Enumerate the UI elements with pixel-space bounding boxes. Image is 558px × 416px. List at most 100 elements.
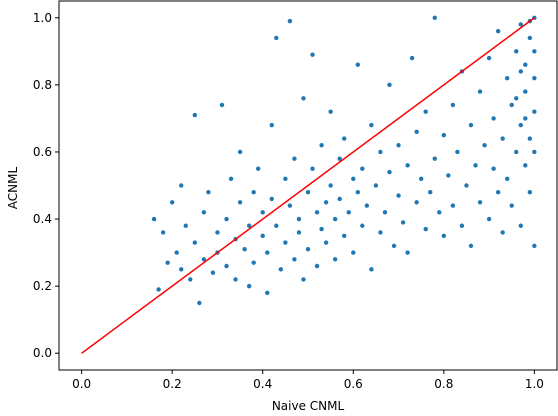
point bbox=[477, 200, 483, 205]
point bbox=[405, 163, 410, 168]
point bbox=[274, 35, 279, 41]
point bbox=[224, 263, 229, 269]
point bbox=[378, 149, 383, 155]
point bbox=[224, 216, 229, 222]
point bbox=[156, 287, 161, 292]
point bbox=[468, 122, 474, 128]
point bbox=[179, 267, 184, 272]
point bbox=[500, 230, 505, 235]
point bbox=[523, 116, 528, 121]
point bbox=[160, 230, 166, 235]
point bbox=[532, 109, 537, 114]
point bbox=[532, 49, 537, 54]
point bbox=[477, 89, 483, 94]
point bbox=[296, 216, 302, 222]
point bbox=[228, 176, 234, 181]
point bbox=[428, 190, 433, 195]
point bbox=[197, 300, 202, 306]
point bbox=[269, 196, 274, 202]
point bbox=[260, 233, 265, 239]
point bbox=[387, 82, 392, 88]
point bbox=[473, 163, 478, 168]
point bbox=[518, 122, 523, 128]
point bbox=[532, 149, 537, 155]
point bbox=[523, 89, 528, 94]
point bbox=[369, 122, 374, 128]
point bbox=[518, 22, 523, 27]
point bbox=[351, 176, 356, 181]
point bbox=[509, 203, 514, 208]
point bbox=[328, 109, 333, 114]
y-tick-label: 0.4 bbox=[33, 212, 52, 226]
point bbox=[405, 250, 410, 255]
point bbox=[505, 176, 510, 181]
point bbox=[369, 267, 374, 272]
point bbox=[441, 132, 447, 138]
point bbox=[210, 270, 216, 275]
x-tick-label: 0.6 bbox=[344, 377, 363, 391]
point bbox=[287, 203, 293, 208]
point bbox=[269, 122, 274, 128]
point bbox=[305, 190, 311, 195]
x-tick-label: 0.8 bbox=[434, 377, 453, 391]
point bbox=[346, 210, 351, 215]
y-tick-label: 0.8 bbox=[33, 78, 52, 92]
point bbox=[233, 277, 238, 282]
point bbox=[201, 210, 207, 215]
point bbox=[165, 260, 170, 265]
point bbox=[464, 183, 469, 188]
point bbox=[328, 183, 333, 188]
point bbox=[283, 176, 288, 181]
point bbox=[256, 166, 261, 171]
point bbox=[251, 260, 256, 265]
point bbox=[342, 136, 347, 141]
point bbox=[437, 210, 442, 215]
point bbox=[246, 283, 252, 289]
x-tick-label: 0.0 bbox=[72, 377, 91, 391]
point bbox=[514, 49, 519, 54]
point bbox=[332, 216, 338, 222]
point bbox=[391, 243, 397, 249]
point bbox=[192, 240, 198, 245]
point bbox=[450, 102, 456, 108]
point bbox=[251, 190, 256, 195]
y-axis-label: ACNML bbox=[6, 166, 20, 209]
point bbox=[283, 240, 288, 245]
point bbox=[518, 69, 523, 74]
point bbox=[323, 200, 329, 205]
point bbox=[296, 230, 302, 235]
point bbox=[219, 102, 225, 108]
point bbox=[292, 257, 297, 262]
point bbox=[514, 149, 519, 155]
point bbox=[527, 136, 533, 141]
point bbox=[183, 223, 188, 228]
point bbox=[523, 163, 528, 168]
point bbox=[468, 243, 474, 249]
point bbox=[355, 190, 360, 195]
point bbox=[337, 156, 342, 161]
point bbox=[237, 200, 243, 205]
point bbox=[409, 55, 415, 61]
point bbox=[500, 136, 505, 141]
point bbox=[169, 200, 175, 205]
point bbox=[495, 28, 501, 34]
point bbox=[206, 190, 211, 195]
point bbox=[491, 116, 496, 121]
point bbox=[305, 247, 311, 252]
point bbox=[486, 55, 492, 61]
point bbox=[459, 223, 465, 228]
point bbox=[423, 226, 428, 232]
point bbox=[360, 166, 365, 171]
point bbox=[486, 216, 492, 222]
point bbox=[455, 149, 460, 155]
point bbox=[446, 173, 451, 178]
point bbox=[355, 62, 360, 67]
point bbox=[260, 210, 265, 215]
point bbox=[179, 183, 184, 188]
point bbox=[265, 250, 270, 255]
point bbox=[301, 277, 306, 282]
point bbox=[292, 156, 297, 161]
point bbox=[192, 112, 198, 118]
point bbox=[532, 243, 537, 249]
